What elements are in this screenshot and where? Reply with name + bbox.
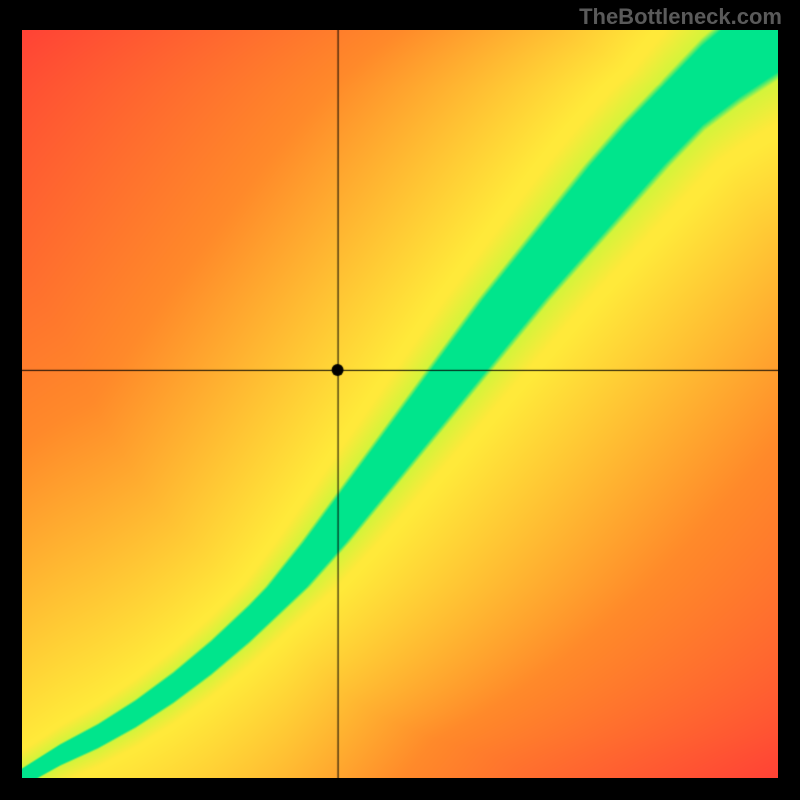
- watermark-text: TheBottleneck.com: [579, 4, 782, 30]
- plot-area: [22, 30, 778, 778]
- chart-container: TheBottleneck.com: [0, 0, 800, 800]
- heatmap-canvas: [22, 30, 778, 778]
